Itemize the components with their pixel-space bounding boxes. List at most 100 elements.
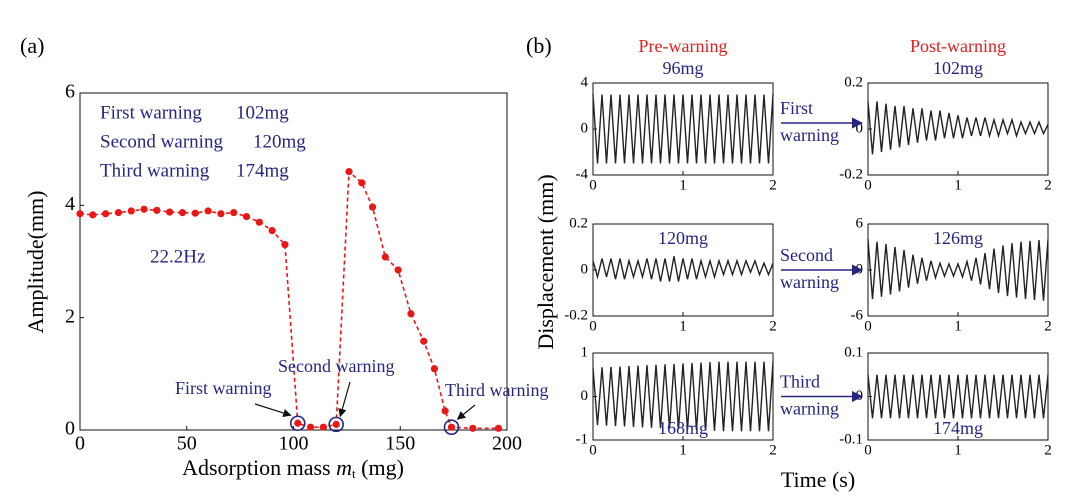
y-tick-label: 0.1 — [844, 344, 863, 360]
data-point — [294, 419, 302, 427]
x-axis-label: Adsorption mass mt (mg) — [182, 455, 404, 481]
x-tick-label: 2 — [769, 319, 777, 335]
data-point — [420, 337, 428, 345]
y-tick-label: -0.1 — [839, 431, 863, 447]
data-point — [494, 424, 503, 432]
data-line — [592, 94, 774, 164]
warning-label: First warning — [175, 378, 272, 398]
warning-circle — [443, 419, 460, 435]
x-axis-label-part: (mg) — [356, 455, 404, 480]
data-point — [204, 207, 212, 215]
data-point — [345, 168, 353, 176]
y-tick-label: 6 — [856, 215, 864, 231]
warning-circle — [289, 415, 306, 432]
subplot-title: 96mg — [662, 58, 703, 78]
x-tick-label: 0 — [589, 178, 597, 194]
warning-arrow — [254, 403, 292, 417]
x-tick-label: 2 — [1044, 443, 1052, 459]
data-line — [867, 239, 1049, 301]
transition-label: Third — [780, 372, 820, 392]
data-point — [166, 208, 174, 216]
data-point — [89, 211, 97, 219]
x-tick-label: 0 — [864, 443, 872, 459]
data-point — [381, 253, 389, 261]
panel-label: (b) — [526, 33, 552, 58]
y-tick-label: 4 — [65, 193, 75, 215]
subplot-title: 120mg — [658, 228, 708, 248]
x-tick-label: 0 — [75, 433, 85, 455]
transition-label: warning — [780, 125, 839, 145]
x-axis-label-part: t — [352, 466, 356, 481]
data-line — [592, 256, 774, 282]
warning-arrow — [456, 404, 476, 420]
data-point — [178, 209, 187, 217]
data-point — [407, 310, 415, 318]
x-tick-label: 0 — [589, 443, 597, 459]
column-title: Pre-warning — [639, 36, 728, 56]
info-event: Second warning — [100, 131, 223, 152]
data-point — [430, 365, 439, 373]
subplot-title: 126mg — [933, 228, 983, 248]
data-line — [867, 374, 1049, 419]
y-tick-label: 0.2 — [569, 215, 588, 231]
y-tick-label: -1 — [576, 431, 589, 447]
transition-label: warning — [780, 272, 839, 292]
x-tick-label: 0 — [864, 178, 872, 194]
data-point — [368, 203, 377, 211]
x-tick-label: 100 — [279, 433, 309, 455]
y-tick-label: -4 — [576, 166, 589, 182]
column-title: Post-warning — [910, 36, 1006, 56]
warning-label: Second warning — [278, 356, 394, 376]
x-tick-label: 0 — [864, 319, 872, 335]
info-event: First warning — [100, 102, 202, 123]
y-tick-label: 4 — [581, 74, 589, 90]
y-tick-label: 0 — [581, 388, 589, 404]
subplot-title: 168mg — [658, 418, 708, 438]
x-tick-label: 2 — [1044, 178, 1052, 194]
x-tick-label: 1 — [679, 178, 687, 194]
data-point — [230, 209, 238, 217]
frequency-label: 22.2Hz — [150, 246, 205, 267]
y-tick-label: -0.2 — [564, 307, 588, 323]
data-point — [76, 210, 84, 218]
data-point — [332, 420, 340, 428]
data-line — [867, 101, 1049, 155]
info-mass: 102mg — [236, 102, 289, 123]
y-tick-label: 0.2 — [844, 74, 863, 90]
y-tick-label: 2 — [65, 305, 75, 327]
y-tick-label: -6 — [851, 307, 864, 323]
data-point — [441, 407, 449, 415]
x-tick-label: 50 — [177, 433, 197, 455]
y-tick-label: 0 — [581, 120, 589, 136]
x-tick-label: 1 — [954, 178, 962, 194]
x-tick-label: 1 — [954, 319, 962, 335]
x-tick-label: 1 — [954, 443, 962, 459]
data-point — [217, 210, 225, 218]
data-point — [394, 266, 402, 274]
data-point — [469, 424, 477, 432]
data-point — [153, 206, 161, 214]
info-mass: 174mg — [236, 160, 289, 181]
transition-label: warning — [780, 399, 839, 419]
x-tick-label: 200 — [492, 433, 522, 455]
x-tick-label: 150 — [385, 433, 415, 455]
y-tick-label: 1 — [581, 344, 589, 360]
data-point — [191, 209, 199, 217]
x-tick-label: 0 — [589, 319, 597, 335]
data-point — [306, 423, 315, 431]
warning-circle — [328, 416, 345, 433]
data-point — [140, 205, 148, 213]
x-tick-label: 1 — [679, 443, 687, 459]
subplot-title: 102mg — [933, 58, 983, 78]
data-line — [592, 361, 774, 432]
data-point — [281, 241, 289, 249]
x-axis-label-part: Adsorption mass — [182, 455, 336, 480]
info-event: Third warning — [100, 160, 210, 181]
y-tick-label: 6 — [65, 81, 75, 103]
data-point — [127, 207, 135, 215]
transition-label: Second — [780, 245, 833, 265]
y-axis-label: Amplitude(mm) — [23, 191, 48, 334]
subplot-title: 174mg — [933, 418, 983, 438]
y-axis-label: Displacement (mm) — [533, 174, 558, 349]
data-point — [102, 210, 110, 218]
